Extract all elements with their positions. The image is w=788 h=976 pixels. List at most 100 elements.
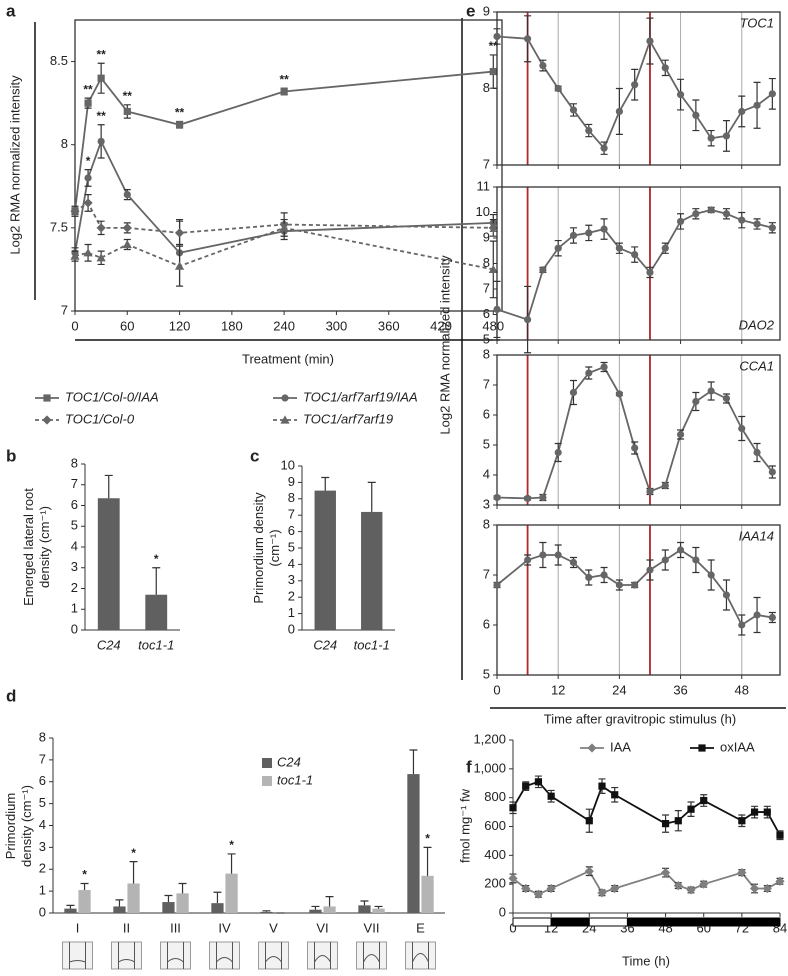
- y-tick-label: 5: [288, 539, 295, 554]
- significance: *: [154, 552, 159, 566]
- data-point: [96, 223, 106, 233]
- error-bar: [325, 895, 334, 907]
- data-point: [738, 216, 746, 224]
- data-point: [493, 305, 501, 313]
- error-bar: [374, 905, 383, 909]
- y-tick-label: 9: [483, 229, 490, 244]
- y-tick-label: 4: [483, 466, 490, 481]
- data-point: [615, 244, 623, 252]
- error-bar: [115, 899, 124, 907]
- data-point: [533, 889, 544, 899]
- y-tick-label: 8: [39, 729, 46, 744]
- y-tick-label: 2: [71, 580, 78, 595]
- data-point: [707, 387, 715, 395]
- data-point: [615, 107, 623, 116]
- data-point: [674, 817, 682, 825]
- y-tick-label: 8.5: [50, 53, 68, 68]
- data-point: [775, 876, 785, 886]
- y-tick-label: 1,200: [473, 731, 506, 746]
- error-bar: [262, 910, 271, 912]
- data-point: [598, 782, 606, 790]
- y-tick-label: 800: [484, 789, 506, 804]
- y-tick-label: 5: [71, 518, 78, 533]
- legend-label: C24: [277, 754, 301, 769]
- y-tick-label: 6: [483, 616, 490, 631]
- stage-icon: [258, 941, 289, 970]
- data-point: [585, 229, 593, 237]
- significance: **: [96, 109, 106, 123]
- y-tick-label: 7: [483, 156, 490, 171]
- data-point: [768, 613, 776, 622]
- data-point: [493, 493, 501, 502]
- data-point: [676, 546, 685, 554]
- stage-icon: [363, 942, 380, 969]
- legend-label: toc1-1: [277, 772, 313, 787]
- data-point: [753, 448, 761, 457]
- x-tick-label: C24: [313, 637, 337, 652]
- stage-icon: [111, 941, 142, 970]
- data-point: [488, 264, 498, 274]
- panel-letter: c: [250, 446, 259, 465]
- stage-icon: [265, 942, 282, 969]
- panel-letter: e: [466, 1, 475, 20]
- y-tick-label: 3: [483, 496, 490, 511]
- x-tick-label: 360: [378, 318, 400, 333]
- data-point: [521, 883, 531, 894]
- data-point: [661, 820, 670, 828]
- legend-marker: [43, 394, 51, 402]
- y-tick-label: 5: [483, 666, 490, 681]
- y-tick-label: 4: [71, 538, 78, 553]
- stage-icon: [69, 942, 86, 969]
- x-tick-label: 48: [735, 682, 749, 697]
- data-point: [547, 792, 555, 800]
- data-point: [546, 883, 556, 894]
- data-point: [123, 107, 131, 116]
- data-point: [776, 831, 784, 839]
- y-tick-label: 0: [288, 621, 295, 636]
- data-point: [280, 87, 288, 96]
- bar: [372, 908, 385, 913]
- y-tick-label: 2: [39, 861, 46, 876]
- y-axis-label: Primordiumdensity (cm⁻¹): [4, 785, 35, 867]
- y-tick-label: 1: [39, 883, 46, 898]
- error-bar: [311, 905, 320, 910]
- bar: [145, 594, 168, 630]
- y-axis-label: Log2 RMA normalized intensity: [437, 255, 452, 435]
- data-point: [738, 107, 746, 116]
- data-point: [597, 888, 607, 898]
- data-point: [585, 126, 593, 135]
- data-point: [554, 244, 562, 252]
- data-point: [569, 106, 578, 114]
- data-point: [738, 621, 746, 629]
- data-point: [687, 805, 695, 813]
- legend-marker: [281, 394, 289, 402]
- panel-letter: b: [6, 446, 16, 465]
- y-tick-label: 7: [483, 280, 490, 295]
- data-point: [554, 448, 562, 457]
- y-tick-label: 9: [483, 3, 490, 18]
- legend-label: oxIAA: [720, 739, 755, 754]
- y-axis-label: Primordium density(cm⁻¹): [252, 492, 283, 604]
- y-tick-label: 10: [476, 204, 490, 219]
- data-point: [554, 84, 562, 93]
- bar: [361, 511, 383, 630]
- data-point: [122, 223, 132, 233]
- x-tick-label: 300: [326, 318, 348, 333]
- data-point: [175, 121, 184, 129]
- data-point: [631, 81, 639, 89]
- data-point: [523, 494, 532, 502]
- data-point: [569, 231, 578, 240]
- y-tick-label: 0: [499, 904, 506, 919]
- x-tick-label: 120: [169, 318, 191, 333]
- x-tick-label: C24: [97, 637, 121, 652]
- legend-marker: [42, 415, 52, 425]
- data-point: [534, 778, 543, 786]
- photoperiod-bar: [588, 917, 628, 927]
- y-tick-label: 8: [288, 490, 295, 505]
- y-tick-label: 1: [288, 605, 295, 620]
- data-point: [631, 444, 639, 452]
- data-point: [692, 397, 700, 406]
- y-tick-label: 8: [71, 455, 78, 470]
- x-tick-label: 36: [673, 682, 687, 697]
- data-point: [554, 551, 562, 559]
